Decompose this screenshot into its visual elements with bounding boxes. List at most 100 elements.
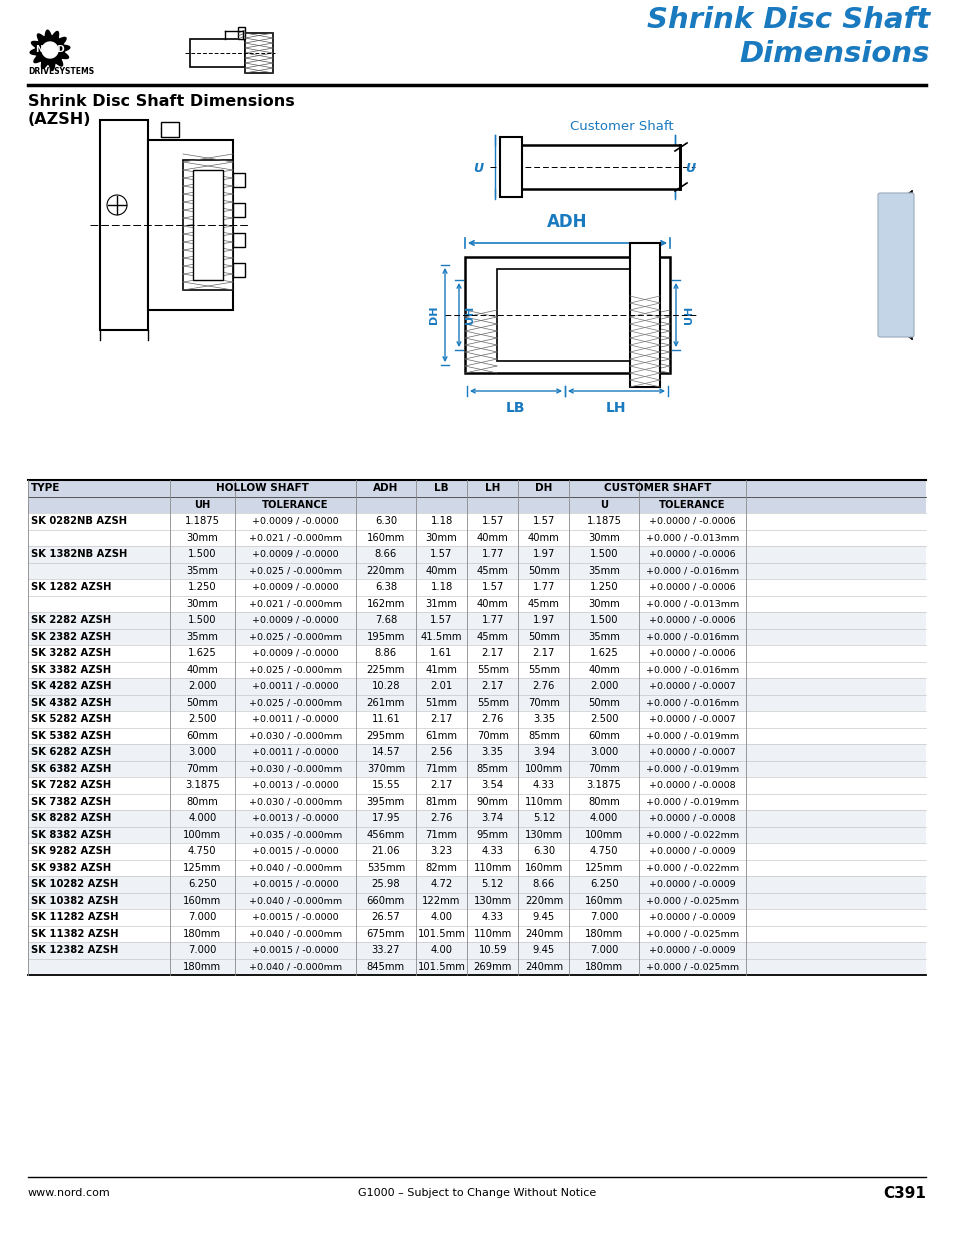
Text: +0.000 / -0.022mm: +0.000 / -0.022mm	[645, 863, 739, 872]
Text: 3.000: 3.000	[589, 747, 618, 757]
Text: G1000 – Subject to Change Without Notice: G1000 – Subject to Change Without Notice	[357, 1188, 596, 1198]
Text: 60mm: 60mm	[186, 731, 218, 741]
Text: 45mm: 45mm	[527, 599, 559, 609]
Text: DRIVESYSTEMS: DRIVESYSTEMS	[28, 68, 94, 77]
Text: +0.000 / -0.019mm: +0.000 / -0.019mm	[645, 731, 739, 740]
Text: 100mm: 100mm	[183, 830, 221, 840]
Text: 85mm: 85mm	[476, 763, 508, 774]
Text: 2.500: 2.500	[188, 714, 216, 724]
Text: 9.45: 9.45	[532, 945, 555, 955]
Text: 1.1875: 1.1875	[586, 516, 621, 526]
Text: 50mm: 50mm	[186, 698, 218, 708]
Text: 180mm: 180mm	[584, 962, 622, 972]
Text: Shrink Disc Shaft Dimensions: Shrink Disc Shaft Dimensions	[28, 95, 294, 110]
Text: SK 7282 AZSH: SK 7282 AZSH	[30, 781, 111, 790]
Text: +0.000 / -0.016mm: +0.000 / -0.016mm	[645, 698, 739, 708]
Text: SK 11282 AZSH: SK 11282 AZSH	[30, 913, 118, 923]
Text: 30mm: 30mm	[425, 532, 456, 542]
Text: 15.55: 15.55	[371, 781, 400, 790]
Text: SK 3382 AZSH: SK 3382 AZSH	[30, 664, 111, 674]
Text: DH: DH	[429, 306, 438, 325]
Text: 110mm: 110mm	[473, 929, 512, 939]
Polygon shape	[30, 30, 70, 70]
Text: SK 8382 AZSH: SK 8382 AZSH	[30, 830, 112, 840]
Text: TOLERANCE: TOLERANCE	[262, 500, 328, 510]
Text: 122mm: 122mm	[422, 895, 460, 905]
Text: +0.0000 / -0.0008: +0.0000 / -0.0008	[649, 814, 735, 823]
Text: 1.500: 1.500	[188, 550, 216, 559]
Text: SK 5382 AZSH: SK 5382 AZSH	[30, 731, 112, 741]
Text: DIMENSIONS: DIMENSIONS	[890, 232, 900, 298]
Text: HOLLOW SHAFT: HOLLOW SHAFT	[216, 483, 309, 493]
Text: 8.86: 8.86	[375, 648, 396, 658]
Text: +0.0000 / -0.0006: +0.0000 / -0.0006	[649, 583, 735, 592]
Text: U: U	[599, 500, 607, 510]
Text: 160mm: 160mm	[524, 863, 562, 873]
Text: 7.68: 7.68	[375, 615, 396, 625]
Text: 35mm: 35mm	[587, 566, 619, 576]
Text: +0.0011 / -0.0000: +0.0011 / -0.0000	[252, 715, 338, 724]
Text: +0.000 / -0.013mm: +0.000 / -0.013mm	[645, 534, 739, 542]
Bar	[28, 480, 925, 513]
Text: 11.61: 11.61	[371, 714, 400, 724]
Bar	[28, 743, 925, 761]
Bar	[499, 144, 679, 189]
Text: 130mm: 130mm	[473, 895, 511, 905]
Text: +0.000 / -0.022mm: +0.000 / -0.022mm	[645, 830, 739, 840]
Text: +0.021 / -0.000mm: +0.021 / -0.000mm	[249, 599, 341, 609]
Text: 61mm: 61mm	[425, 731, 457, 741]
Bar	[28, 893, 925, 909]
Text: +0.0011 / -0.0000: +0.0011 / -0.0000	[252, 747, 338, 757]
Bar	[28, 761, 925, 777]
Text: 8.66: 8.66	[375, 550, 396, 559]
Text: 2.76: 2.76	[532, 682, 555, 692]
Text: DH: DH	[535, 483, 552, 493]
Bar	[28, 876, 925, 893]
Text: 125mm: 125mm	[183, 863, 221, 873]
Text: 2.17: 2.17	[481, 648, 503, 658]
Text: Customer Shaft: Customer Shaft	[570, 121, 673, 133]
Text: 35mm: 35mm	[186, 632, 218, 642]
Text: NORD: NORD	[35, 44, 65, 53]
Text: 4.000: 4.000	[589, 814, 618, 824]
Text: +0.000 / -0.019mm: +0.000 / -0.019mm	[645, 764, 739, 773]
Bar	[497, 269, 638, 361]
Bar	[28, 694, 925, 711]
Bar	[237, 27, 245, 40]
Text: 9.45: 9.45	[532, 913, 555, 923]
Text: SK 4382 AZSH: SK 4382 AZSH	[30, 698, 112, 708]
Text: 6.38: 6.38	[375, 582, 396, 593]
Text: SK 11382 AZSH: SK 11382 AZSH	[30, 929, 118, 939]
Text: 3.35: 3.35	[533, 714, 555, 724]
Text: 2.17: 2.17	[532, 648, 555, 658]
Text: +0.0000 / -0.0009: +0.0000 / -0.0009	[649, 946, 735, 955]
Text: 4.00: 4.00	[430, 945, 452, 955]
Text: +0.0000 / -0.0007: +0.0000 / -0.0007	[649, 682, 735, 690]
Bar	[190, 40, 245, 67]
Text: 1.61: 1.61	[430, 648, 453, 658]
Text: 2.17: 2.17	[430, 714, 453, 724]
Text: 10.59: 10.59	[477, 945, 506, 955]
Text: 50mm: 50mm	[587, 698, 619, 708]
Text: +0.0015 / -0.0000: +0.0015 / -0.0000	[252, 879, 338, 889]
Text: 4.33: 4.33	[481, 846, 503, 856]
Text: 1.97: 1.97	[532, 615, 555, 625]
Text: 40mm: 40mm	[588, 664, 619, 674]
Text: +0.0009 / -0.0000: +0.0009 / -0.0000	[252, 648, 338, 658]
Text: SK 2282 AZSH: SK 2282 AZSH	[30, 615, 111, 625]
Text: 2.76: 2.76	[430, 814, 453, 824]
Text: 71mm: 71mm	[425, 763, 457, 774]
Text: 160mm: 160mm	[584, 895, 622, 905]
Text: 845mm: 845mm	[366, 962, 404, 972]
Text: UH: UH	[464, 306, 475, 324]
Text: +0.030 / -0.000mm: +0.030 / -0.000mm	[249, 731, 341, 740]
Text: 1.57: 1.57	[430, 550, 453, 559]
Text: 162mm: 162mm	[366, 599, 405, 609]
Bar	[245, 33, 273, 73]
Bar	[28, 942, 925, 958]
Bar	[28, 562, 925, 579]
Text: 110mm: 110mm	[473, 863, 512, 873]
Text: 195mm: 195mm	[366, 632, 405, 642]
Text: +0.0000 / -0.0007: +0.0000 / -0.0007	[649, 747, 735, 757]
Text: 240mm: 240mm	[524, 962, 562, 972]
